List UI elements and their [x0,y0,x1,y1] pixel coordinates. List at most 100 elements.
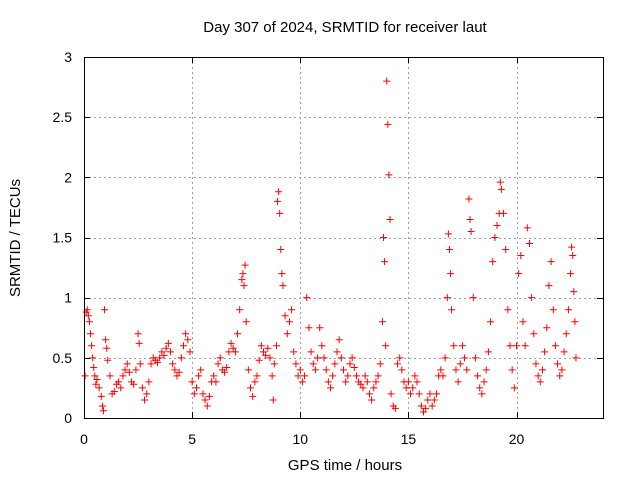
data-point [190,390,198,398]
chart-title: Day 307 of 2024, SRMTID for receiver lau… [203,19,487,36]
data-point [279,282,287,290]
data-point [570,288,578,296]
data-point [136,360,144,368]
data-point [294,372,302,380]
data-point [417,402,425,410]
data-point [117,384,125,392]
data-point [560,348,568,356]
data-point [138,384,146,392]
data-point [324,378,332,386]
data-point [244,366,252,374]
data-point [572,354,580,362]
data-point [467,227,475,235]
data-point [394,360,402,368]
data-point [311,366,319,374]
data-point [350,363,358,371]
data-point [368,396,376,404]
data-point [322,366,330,374]
data-point [530,330,538,338]
data-point [275,188,283,196]
data-point [344,372,352,380]
data-point [454,378,462,386]
data-point [493,221,501,229]
data-point [221,368,229,376]
data-point [385,171,393,179]
data-point [251,378,259,386]
data-point [182,330,190,338]
data-point [562,330,570,338]
data-point [378,318,386,326]
y-tick-labels: 0 0.5 1 1.5 2 2.5 3 [53,49,73,426]
data-point [123,360,131,368]
data-point [556,372,564,380]
data-point [543,324,551,332]
data-point [134,330,142,338]
data-point [266,354,274,362]
data-point [463,366,471,374]
data-point [372,378,380,386]
data-point [476,384,484,392]
data-point [98,402,106,410]
data-point [517,252,525,260]
data-point [569,252,577,260]
data-point [314,354,322,362]
x-tick-labels: 0 5 10 15 20 [80,431,524,447]
data-point [184,336,192,344]
data-point [125,368,133,376]
data-point [210,372,218,380]
data-point [285,318,293,326]
data-point [89,354,97,362]
data-point [519,318,527,326]
data-point [278,270,286,278]
data-point [274,197,282,205]
data-point [437,366,445,374]
data-point [132,366,140,374]
x-tick-label: 5 [188,431,196,447]
data-point [192,384,200,392]
data-point [404,378,412,386]
data-point [456,360,464,368]
data-point [303,294,311,302]
x-axis-label: GPS time / hours [288,457,402,474]
data-point [329,372,337,380]
gridlines [84,57,603,418]
data-point [305,324,313,332]
data-point [568,243,576,251]
y-tick-label: 2 [64,169,72,185]
data-point [471,354,479,362]
data-point [239,270,247,278]
data-point [227,339,235,347]
data-point [474,372,482,380]
data-point [484,348,492,356]
data-point [195,372,203,380]
data-point [95,384,103,392]
data-point [489,258,497,266]
data-point [104,356,112,364]
data-point [346,360,354,368]
data-point [147,360,155,368]
data-point [359,384,367,392]
data-point [335,336,343,344]
data-point [342,378,350,386]
data-point [186,348,194,356]
data-point [496,178,504,186]
data-point [216,354,224,362]
data-point [92,380,100,388]
data-point [292,360,300,368]
data-point [197,366,205,374]
data-point [506,342,514,350]
data-point [199,390,207,398]
data-point [102,336,110,344]
data-point [523,224,531,232]
data-point [106,372,114,380]
data-point [234,330,242,338]
data-point [162,344,170,352]
data-point [333,348,341,356]
data-point [247,384,255,392]
data-point [85,318,93,326]
data-point [307,348,315,356]
data-point [465,195,473,203]
data-point [242,318,250,326]
data-point [532,360,540,368]
data-point [469,294,477,302]
